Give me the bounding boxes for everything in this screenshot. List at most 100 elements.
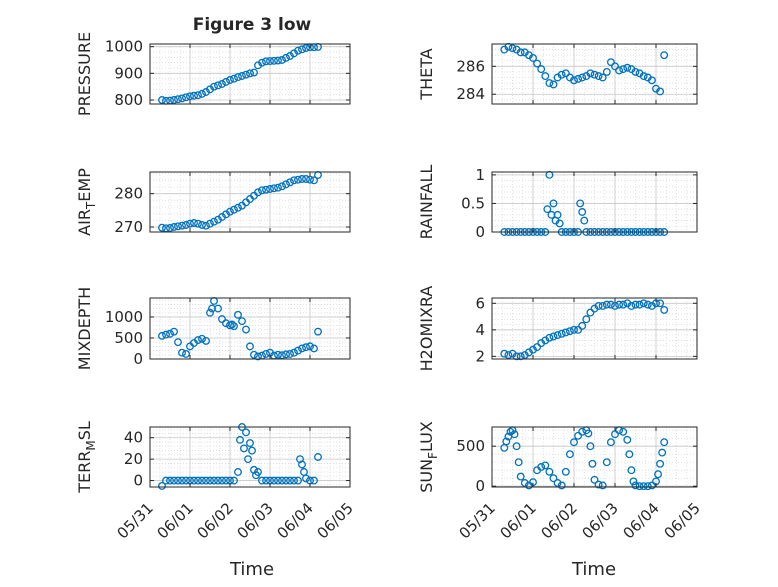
y-axis-label: RAINFALL — [417, 165, 436, 240]
data-point — [194, 476, 202, 485]
data-point — [619, 427, 628, 436]
data-point — [242, 70, 250, 79]
y-axis-label: H2OMIXRA — [417, 286, 436, 372]
data-point — [198, 221, 206, 229]
x-tick-label: 06/04 — [274, 499, 317, 542]
data-point — [570, 325, 578, 334]
y-tick-label: 0 — [475, 477, 485, 495]
data-point — [228, 320, 236, 329]
y-tick-label: 40 — [124, 429, 143, 447]
data-point — [578, 321, 587, 330]
y-tick-label: 0 — [475, 223, 485, 241]
y-tick-label: 284 — [456, 85, 485, 103]
data-point — [290, 348, 298, 357]
x-tick-label: 06/03 — [234, 499, 277, 542]
data-point — [574, 74, 583, 83]
data-point — [262, 476, 270, 485]
data-point — [631, 67, 640, 76]
data-point — [170, 223, 178, 231]
data-point — [520, 479, 529, 487]
data-point — [565, 450, 574, 459]
data-point — [580, 216, 589, 225]
data-point — [178, 476, 186, 485]
y-tick-label: 900 — [114, 64, 143, 82]
data-point — [606, 58, 615, 67]
data-point — [286, 350, 294, 358]
data-point — [656, 299, 665, 308]
data-point — [210, 476, 218, 485]
data-point — [274, 350, 282, 359]
y-axis-label: SUNFLUX — [417, 421, 440, 493]
data-point — [270, 476, 278, 485]
data-point — [234, 203, 242, 212]
x-tick-label: 05/31 — [456, 499, 499, 542]
data-point — [206, 308, 214, 317]
data-point — [598, 481, 607, 490]
data-point — [631, 481, 640, 490]
data-point — [594, 302, 603, 310]
data-point — [206, 476, 214, 485]
data-point — [574, 325, 583, 334]
data-point — [294, 175, 302, 184]
data-point — [226, 207, 234, 216]
data-point — [246, 439, 254, 448]
data-point — [561, 467, 570, 476]
data-point — [625, 450, 634, 459]
data-point — [254, 468, 262, 476]
data-point — [623, 435, 632, 444]
data-point — [282, 180, 290, 189]
data-point — [278, 182, 286, 191]
data-point — [549, 332, 558, 341]
data-point — [627, 302, 636, 310]
data-point — [170, 96, 178, 104]
x-axis-label-right: Time — [571, 559, 616, 580]
y-tick-label: 0.5 — [461, 194, 485, 212]
x-tick-label: 06/03 — [579, 499, 622, 542]
data-point — [588, 459, 597, 468]
data-point — [549, 80, 558, 89]
data-point — [500, 349, 509, 358]
data-point — [529, 54, 537, 62]
data-point — [246, 342, 254, 351]
data-point — [302, 343, 310, 352]
data-point — [533, 343, 542, 352]
y-tick-label: 6 — [475, 294, 485, 312]
data-point — [170, 327, 178, 336]
data-point — [282, 476, 290, 485]
data-point — [647, 76, 656, 85]
data-point — [166, 329, 174, 338]
data-point — [222, 476, 230, 485]
data-point — [553, 331, 562, 340]
data-point — [660, 305, 669, 314]
data-point — [198, 334, 206, 343]
y-tick-label: 800 — [114, 91, 143, 109]
data-point — [262, 185, 270, 194]
data-point — [594, 72, 603, 81]
data-point — [504, 351, 513, 359]
data-point — [166, 476, 174, 485]
data-point — [190, 219, 198, 227]
axes-box — [149, 171, 351, 233]
data-point — [631, 300, 640, 309]
data-point — [598, 73, 607, 82]
data-point — [623, 63, 632, 72]
data-point — [565, 327, 574, 336]
data-point — [254, 188, 262, 197]
data-point — [314, 453, 322, 461]
data-point — [250, 68, 258, 77]
data-point — [302, 175, 310, 183]
data-point — [254, 352, 262, 361]
y-tick-label: 500 — [114, 329, 143, 347]
data-point — [553, 479, 562, 487]
data-point — [508, 44, 517, 53]
subplot-6: 2 4 6 H2OMIXRA — [417, 286, 698, 372]
data-point — [590, 70, 599, 79]
data-point — [182, 221, 190, 229]
subplot-2: 284 286 THETA — [417, 42, 698, 105]
data-point — [166, 224, 174, 232]
data-point — [242, 428, 250, 437]
data-point — [555, 219, 564, 228]
data-point — [549, 474, 558, 483]
